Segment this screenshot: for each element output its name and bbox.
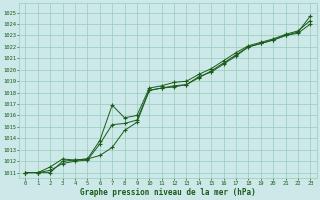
X-axis label: Graphe pression niveau de la mer (hPa): Graphe pression niveau de la mer (hPa) — [80, 188, 256, 197]
